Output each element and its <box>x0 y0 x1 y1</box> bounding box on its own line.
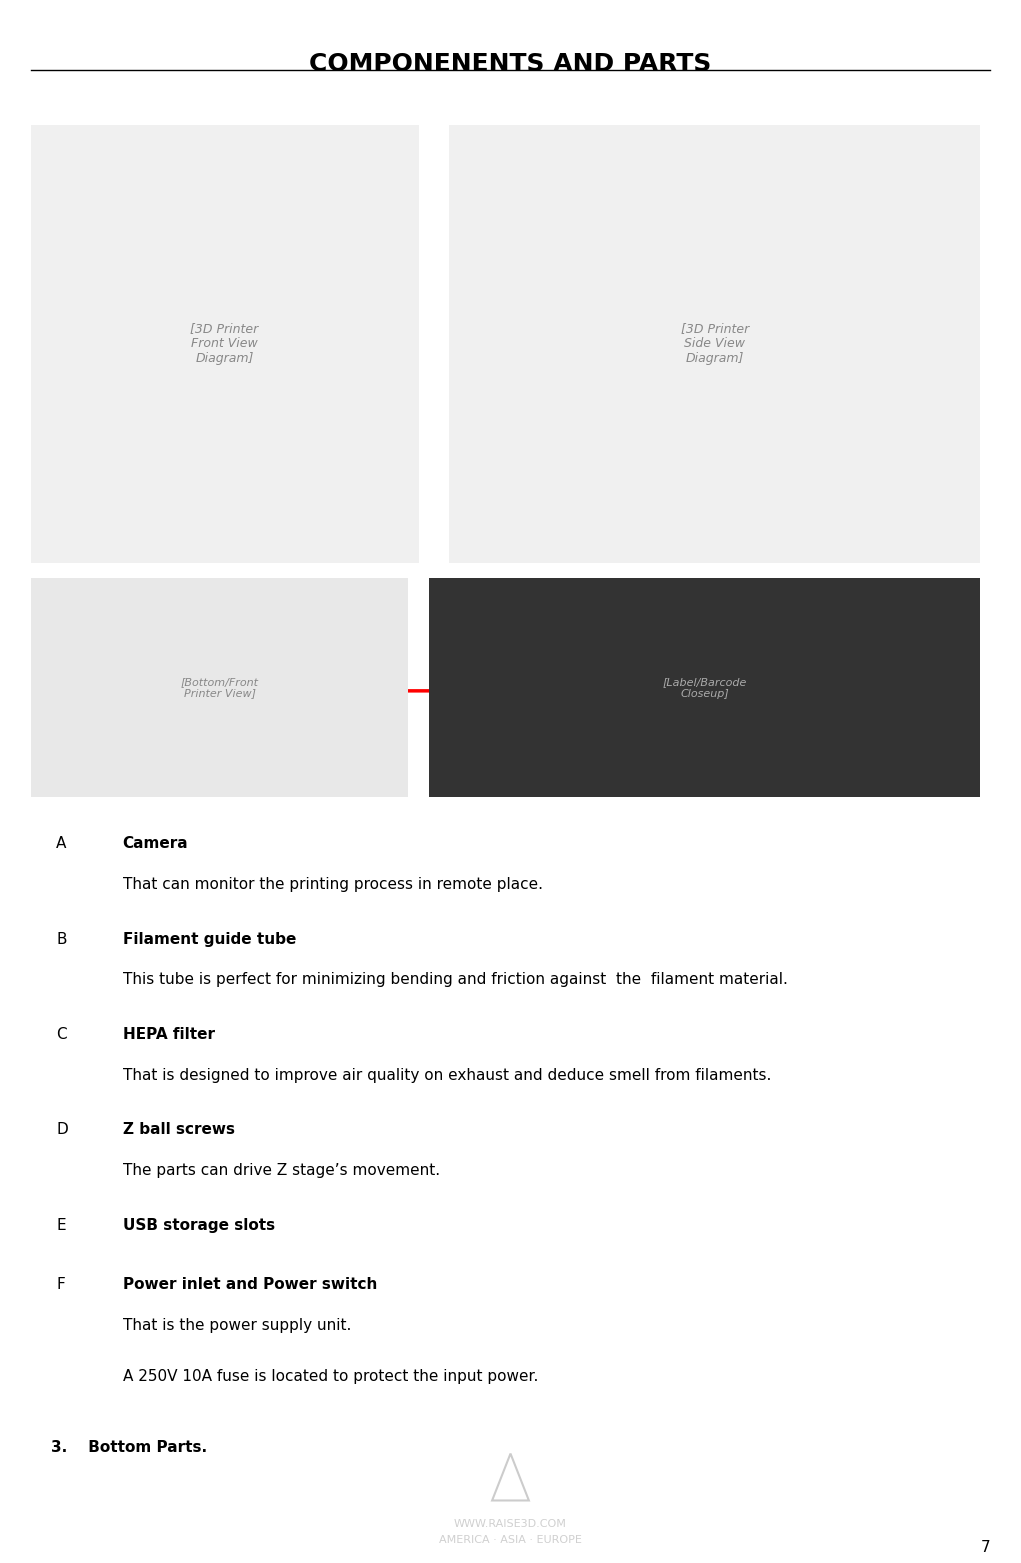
Text: D: D <box>56 1122 68 1138</box>
Text: 7: 7 <box>981 1540 990 1555</box>
Text: [3D Printer
Side View
Diagram]: [3D Printer Side View Diagram] <box>681 322 748 366</box>
Text: Power inlet and Power switch: Power inlet and Power switch <box>123 1277 377 1293</box>
Text: WWW.RAISE3D.COM: WWW.RAISE3D.COM <box>454 1519 567 1529</box>
Text: 3.    Bottom Parts.: 3. Bottom Parts. <box>51 1440 207 1455</box>
Text: That is designed to improve air quality on exhaust and deduce smell from filamen: That is designed to improve air quality … <box>123 1068 771 1083</box>
Text: [3D Printer
Front View
Diagram]: [3D Printer Front View Diagram] <box>191 322 258 366</box>
Text: Filament guide tube: Filament guide tube <box>123 932 296 947</box>
Text: Camera: Camera <box>123 836 188 852</box>
Text: That is the power supply unit.: That is the power supply unit. <box>123 1318 351 1333</box>
Text: C: C <box>56 1027 66 1043</box>
Text: HEPA filter: HEPA filter <box>123 1027 214 1043</box>
Text: B: B <box>56 932 66 947</box>
Text: Z ball screws: Z ball screws <box>123 1122 235 1138</box>
Text: F: F <box>56 1277 65 1293</box>
Text: The parts can drive Z stage’s movement.: The parts can drive Z stage’s movement. <box>123 1163 440 1179</box>
Text: A 250V 10A fuse is located to protect the input power.: A 250V 10A fuse is located to protect th… <box>123 1369 538 1385</box>
Text: That can monitor the printing process in remote place.: That can monitor the printing process in… <box>123 877 542 892</box>
Text: A: A <box>56 836 66 852</box>
Text: AMERICA · ASIA · EUROPE: AMERICA · ASIA · EUROPE <box>439 1535 582 1544</box>
Text: E: E <box>56 1218 65 1233</box>
Text: This tube is perfect for minimizing bending and friction against  the  filament : This tube is perfect for minimizing bend… <box>123 972 787 988</box>
Text: [Label/Barcode
Closeup]: [Label/Barcode Closeup] <box>663 677 746 699</box>
Text: [Bottom/Front
Printer View]: [Bottom/Front Printer View] <box>181 677 258 699</box>
Text: USB storage slots: USB storage slots <box>123 1218 275 1233</box>
Text: COMPONENENTS AND PARTS: COMPONENENTS AND PARTS <box>309 52 712 75</box>
